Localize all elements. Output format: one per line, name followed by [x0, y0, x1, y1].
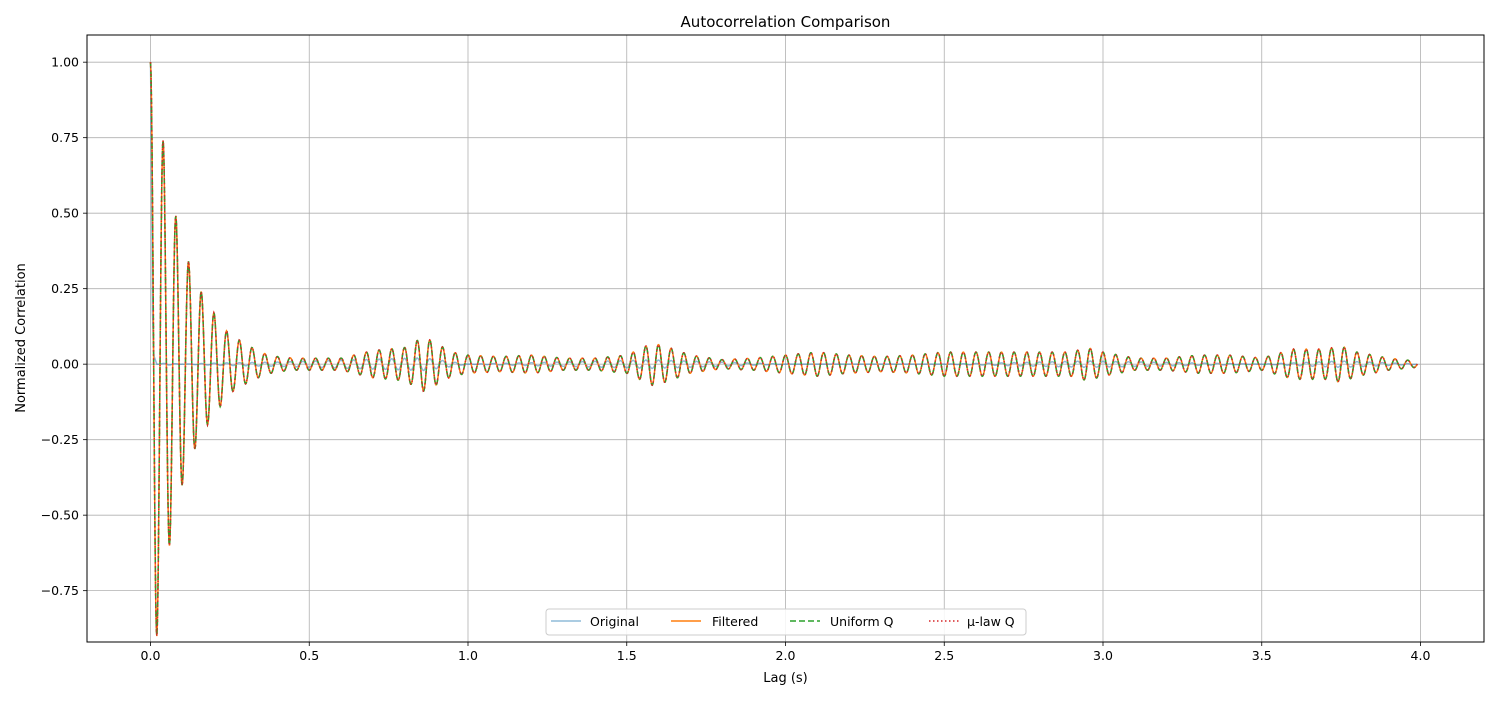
y-tick-label: −0.75: [41, 583, 79, 598]
x-tick-label: 3.0: [1093, 648, 1113, 663]
legend-label-original: Original: [590, 614, 639, 629]
x-tick-label: 2.5: [934, 648, 954, 663]
y-tick-label: 1.00: [51, 55, 79, 70]
y-tick-label: −0.25: [41, 432, 79, 447]
series-mu-law-q-line: [149, 62, 1418, 637]
y-tick-label: 0.75: [51, 130, 79, 145]
y-tick-label: 0.00: [51, 357, 79, 372]
x-tick-label: 3.5: [1252, 648, 1272, 663]
series-original-line: [149, 62, 1418, 372]
series-uniform-q-line: [149, 62, 1418, 637]
chart-title: Autocorrelation Comparison: [681, 13, 891, 31]
x-tick-label: 1.0: [458, 648, 478, 663]
x-tick-label: 4.0: [1411, 648, 1431, 663]
legend-label-uniform-q: Uniform Q: [830, 614, 894, 629]
x-tick-label: 0.5: [299, 648, 319, 663]
legend-box: [545, 608, 1027, 636]
plot-lines: [149, 62, 1418, 637]
axis-ticks: 0.0 0.5 1.0 1.5 2.0 2.5 3.0 3.5 4.0 1.00 0.75 0.50 0…: [41, 55, 1431, 663]
x-tick-label: 0.0: [141, 648, 161, 663]
series-filtered-line: [149, 62, 1418, 637]
x-tick-label: 2.0: [776, 648, 796, 663]
x-tick-label: 1.5: [617, 648, 637, 663]
y-axis-label: Normalized Correlation: [14, 263, 29, 413]
y-tick-label: 0.25: [51, 281, 79, 296]
legend-label-filtered: Filtered: [712, 614, 758, 629]
legend-label-mu-law-q: μ-law Q: [967, 614, 1015, 629]
legend: Original Filtered Uniform Q μ-law Q: [545, 608, 1027, 636]
y-tick-label: −0.50: [41, 508, 79, 523]
grid: [87, 35, 1484, 642]
y-tick-label: 0.50: [51, 206, 79, 221]
x-axis-label: Lag (s): [763, 671, 808, 686]
